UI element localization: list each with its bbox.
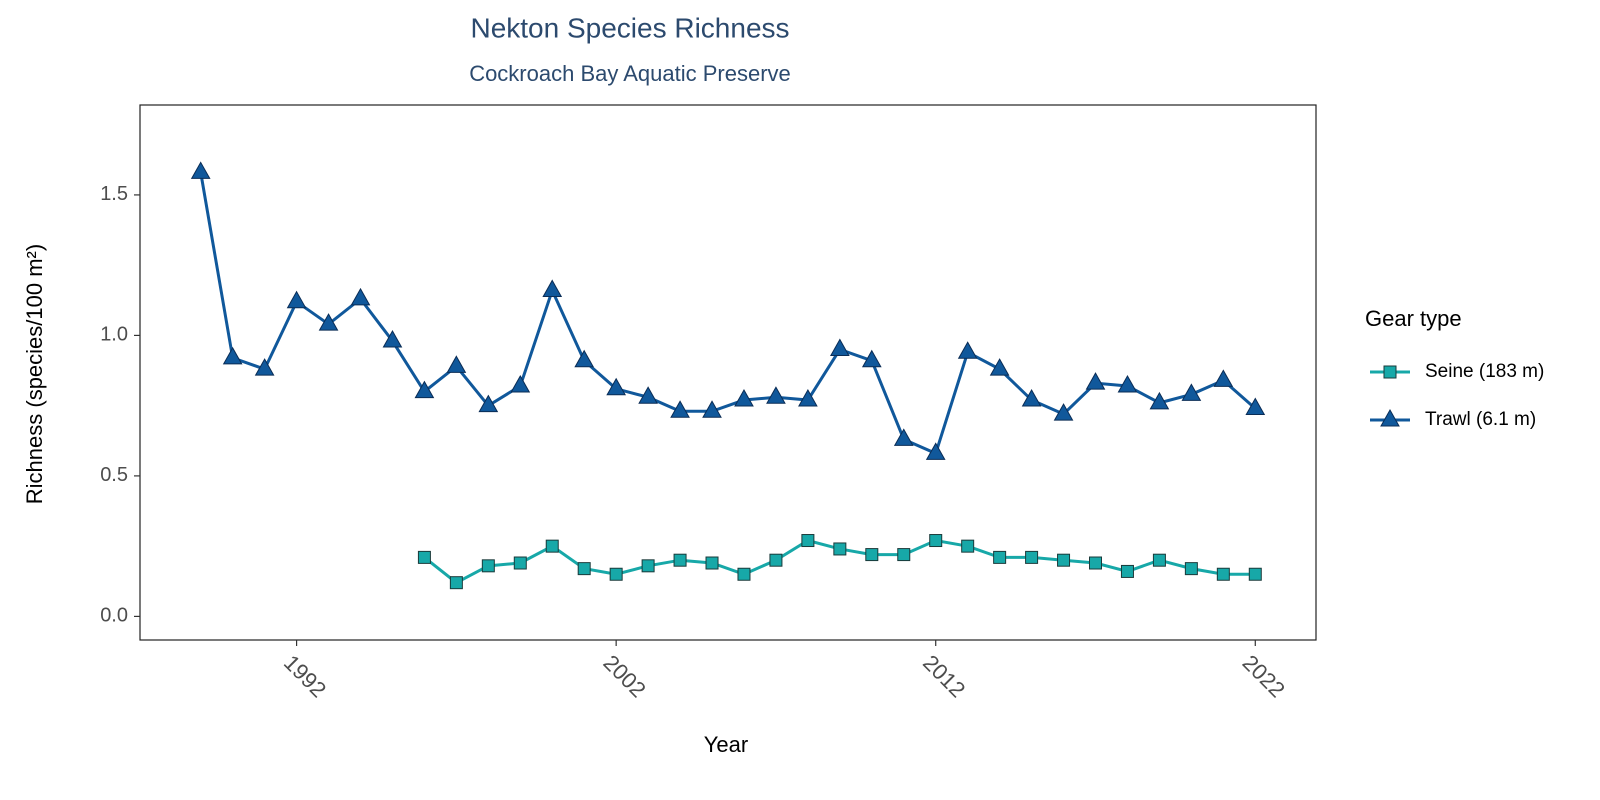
- y-tick-label: 0.0: [100, 605, 128, 627]
- point: [989, 358, 1010, 376]
- point: [1213, 369, 1234, 387]
- point: [414, 380, 435, 399]
- y-tick-label: 1.0: [100, 324, 128, 346]
- point: [510, 374, 531, 393]
- x-tick-label: 2012: [918, 650, 970, 702]
- point: [673, 553, 687, 567]
- point: [929, 534, 943, 548]
- point: [769, 553, 783, 567]
- series-line: [199, 172, 1257, 456]
- point: [1089, 556, 1102, 570]
- point: [574, 349, 595, 368]
- point: [705, 556, 719, 570]
- point: [449, 576, 463, 590]
- x-tick-label: 2002: [599, 650, 651, 702]
- point: [670, 400, 690, 418]
- point: [1085, 372, 1106, 390]
- plot-panel: [139, 104, 1317, 641]
- point: [478, 394, 499, 413]
- point: [961, 539, 975, 553]
- point: [481, 559, 495, 573]
- legend-label: Trawl (6.1 m): [1425, 409, 1536, 430]
- point: [446, 355, 467, 373]
- legend-title: Gear type: [1365, 306, 1462, 331]
- point: [734, 389, 754, 407]
- point: [1053, 403, 1074, 421]
- point: [1021, 389, 1042, 407]
- point: [513, 556, 527, 570]
- chart-title: Nekton Species Richness: [470, 12, 789, 43]
- y-tick-label: 0.5: [100, 464, 128, 486]
- point: [702, 400, 722, 418]
- y-axis-label: Richness (species/100 m²): [22, 244, 47, 504]
- point: [382, 330, 403, 348]
- point: [606, 377, 627, 396]
- point: [897, 548, 911, 562]
- point: [829, 338, 850, 356]
- legend-marker: [1383, 365, 1397, 379]
- point: [1152, 553, 1166, 567]
- point: [865, 548, 879, 562]
- point: [638, 386, 658, 404]
- point: [1184, 562, 1198, 576]
- legend-marker: [1380, 408, 1400, 427]
- point: [1245, 397, 1266, 415]
- point: [737, 567, 751, 581]
- point: [833, 542, 847, 556]
- point: [1120, 564, 1134, 578]
- point: [318, 313, 339, 331]
- point: [190, 161, 211, 179]
- x-axis-label: Year: [704, 732, 748, 757]
- point: [893, 428, 914, 446]
- point: [957, 341, 978, 359]
- point: [993, 550, 1007, 564]
- point: [417, 550, 431, 564]
- point: [861, 349, 882, 368]
- point: [542, 279, 563, 297]
- point: [766, 386, 786, 404]
- point: [254, 358, 275, 376]
- x-tick-label: 2022: [1238, 650, 1290, 702]
- x-tick-label: 1992: [279, 650, 331, 702]
- point: [286, 290, 307, 309]
- point: [577, 562, 591, 576]
- point: [1181, 383, 1202, 401]
- point: [1025, 550, 1039, 564]
- point: [545, 539, 559, 553]
- y-tick-label: 1.5: [100, 183, 128, 205]
- point: [641, 559, 655, 573]
- point: [1216, 567, 1230, 581]
- point: [798, 389, 818, 407]
- point: [1149, 391, 1170, 410]
- chart-subtitle: Cockroach Bay Aquatic Preserve: [469, 61, 791, 86]
- point: [609, 567, 623, 581]
- legend-label: Seine (183 m): [1425, 361, 1544, 382]
- point: [222, 346, 243, 365]
- point: [801, 534, 815, 548]
- point: [1057, 553, 1071, 567]
- point: [1248, 567, 1262, 581]
- point: [1117, 374, 1138, 393]
- point: [350, 287, 371, 306]
- point: [925, 442, 946, 460]
